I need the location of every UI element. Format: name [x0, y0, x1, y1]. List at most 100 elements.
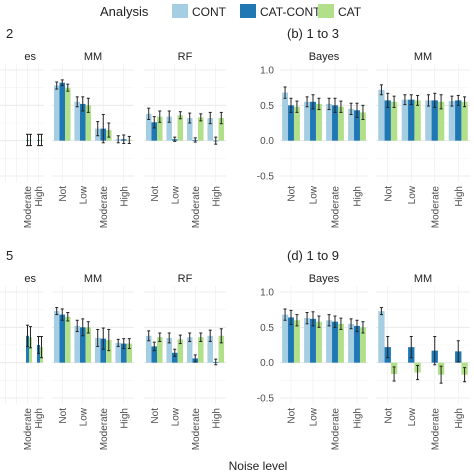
x-tick-label: Low [170, 407, 181, 426]
facet-strip [52, 270, 134, 286]
x-tick-label: High [211, 186, 222, 207]
x-tick-label: High [353, 186, 364, 207]
facet-title: RF [178, 273, 193, 285]
facet-title: MM [84, 51, 102, 63]
bar-cont [326, 320, 333, 363]
bar-cont [145, 113, 152, 141]
bar-cat [198, 117, 204, 141]
bar-cat [85, 327, 92, 363]
panel-title: 5 [6, 248, 13, 263]
bar-cat [315, 321, 322, 363]
facet-strip [144, 48, 226, 64]
x-tick-label: Not [58, 186, 69, 202]
bar-cat [315, 103, 322, 141]
facet-strip [280, 48, 368, 64]
bar-cat [437, 101, 445, 141]
bar-cat [293, 320, 300, 363]
facet-strip [144, 270, 226, 286]
x-tick-label: Moderate [430, 186, 441, 229]
bar-cat-cont [26, 335, 29, 363]
bar-cat [65, 87, 71, 141]
legend-label-cat: CAT [338, 5, 362, 19]
bar-cont [304, 101, 311, 141]
x-tick-label: Not [150, 186, 161, 202]
bar-cat-cont [288, 105, 294, 141]
y-tick-label: 0.5 [260, 323, 274, 334]
bar-cont [74, 101, 80, 141]
y-tick-label: -0.5 [257, 172, 275, 183]
x-tick-label: Low [309, 185, 320, 204]
legend-swatch-cat-cont [240, 4, 256, 18]
bar-cat [414, 100, 421, 141]
bar-cont [53, 85, 60, 141]
x-tick-label: High [119, 408, 130, 429]
x-tick-label: Not [287, 186, 298, 202]
legend-label-cont: CONT [192, 5, 227, 19]
x-tick-label: High [119, 186, 130, 207]
x-tick-label: High [211, 408, 222, 429]
x-tick-label: High [34, 186, 45, 207]
panel-title: (d) 1 to 9 [287, 248, 339, 263]
x-tick-label: High [454, 408, 465, 429]
bar-cat-cont [354, 325, 360, 363]
bar-cont [282, 314, 289, 363]
bar-cat-cont [455, 100, 462, 141]
x-tick-label: Moderate [99, 408, 110, 451]
bar-cont [186, 337, 193, 363]
x-tick-label: Not [150, 408, 161, 424]
x-tick-label: Low [78, 185, 89, 204]
y-tick-label: 1.0 [260, 288, 274, 299]
facet-strip [376, 48, 470, 64]
bar-cont [401, 99, 409, 141]
bar-cont [166, 116, 172, 141]
bar-cat [461, 101, 468, 141]
bar-cat-cont [408, 99, 415, 141]
bar-cont [378, 311, 385, 363]
x-tick-label: High [353, 408, 364, 429]
bar-cont [348, 108, 355, 141]
x-tick-label: Moderate [331, 186, 342, 229]
bar-cat-cont [79, 103, 86, 141]
facet-strip [0, 48, 44, 64]
bar-cat [106, 340, 112, 363]
x-tick-label: Moderate [23, 186, 34, 229]
x-tick-label: Low [407, 407, 418, 426]
x-tick-label: Moderate [23, 408, 34, 451]
x-tick-label: Low [78, 407, 89, 426]
bar-cat [218, 335, 225, 363]
facet-title: es [24, 51, 36, 63]
panel-title: (b) 1 to 3 [287, 26, 339, 41]
y-tick-label: 0.0 [260, 358, 274, 369]
bar-cat [218, 118, 225, 141]
x-tick-label: High [34, 408, 45, 429]
x-tick-label: Not [58, 408, 69, 424]
bar-cont [145, 335, 152, 363]
panel-title: 2 [6, 26, 13, 41]
bar-cont [207, 118, 213, 141]
x-tick-label: Not [383, 408, 394, 424]
y-tick-label: 0.5 [260, 101, 274, 112]
facet-strip [52, 48, 134, 64]
bar-cat [157, 116, 163, 141]
bar-cat [293, 106, 300, 141]
bar-cat [337, 106, 344, 141]
facet-strip [280, 270, 368, 286]
legend-swatch-cat [318, 4, 334, 18]
bar-cont [448, 101, 456, 141]
bar-cat-cont [431, 100, 438, 141]
x-tick-label: Not [383, 186, 394, 202]
x-tick-label: Moderate [191, 186, 202, 229]
x-tick-label: Moderate [331, 408, 342, 451]
y-tick-label: 0.0 [260, 136, 274, 147]
x-tick-label: Moderate [99, 186, 110, 229]
facet-strip [376, 270, 470, 286]
bar-cat-cont [59, 314, 66, 363]
bar-cat-cont [171, 352, 178, 363]
bar-cat [359, 112, 366, 141]
bar-cat-cont [79, 327, 86, 363]
x-tick-label: Not [287, 408, 298, 424]
facet-title: es [24, 273, 36, 285]
bar-cat-cont [288, 317, 294, 363]
x-tick-label: Moderate [191, 408, 202, 451]
bar-cat-cont [332, 105, 338, 141]
